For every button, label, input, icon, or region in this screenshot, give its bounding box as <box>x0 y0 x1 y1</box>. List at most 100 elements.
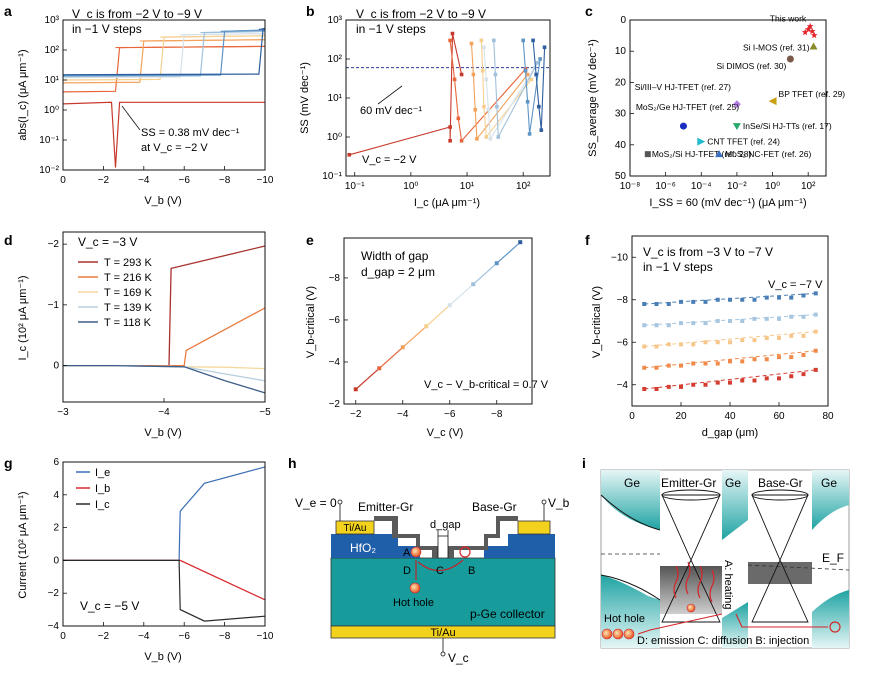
x-tick-label: −5 <box>259 407 271 418</box>
panel-f-xlabel: d_gap (μm) <box>702 427 758 439</box>
data-point <box>642 302 647 306</box>
x-tick-label: −10 <box>257 175 274 186</box>
data-point <box>715 150 724 158</box>
data-point <box>679 122 687 130</box>
panel-f-ylabel: V_b-critical (V) <box>591 286 603 358</box>
panel-c-ylabel: SS_average (mV dec⁻¹) <box>587 39 599 157</box>
carrier-path <box>415 559 464 580</box>
data-point <box>789 355 794 360</box>
data-point <box>456 116 461 121</box>
data-point <box>777 376 781 381</box>
data-point <box>469 41 474 46</box>
data-point <box>642 323 647 328</box>
data-point <box>447 303 452 308</box>
data-point <box>801 314 806 319</box>
data-point <box>488 136 493 141</box>
panel-d-xlabel: V_b (V) <box>144 427 181 439</box>
steps-label: D: emission C: diffusion B: injection <box>637 635 809 647</box>
x-tick-label: 10⁻⁸ <box>620 181 641 192</box>
data-point <box>752 316 757 321</box>
x-tick-label: 10² <box>516 181 531 192</box>
data-point <box>715 297 720 302</box>
ge-mid-lower <box>722 602 748 648</box>
x-tick-label: 60 <box>773 411 785 422</box>
y-tick-label: −4 <box>617 380 629 391</box>
data-point <box>448 38 452 43</box>
panel-a-yticks: 10⁻² 10⁻¹ 10⁰ 10¹ 10² 10³ <box>39 15 67 176</box>
data-point <box>523 68 528 73</box>
panel-f-note-1: V_c is from −3 V to −7 V <box>643 245 773 259</box>
x-tick-label: 10⁰ <box>403 181 418 192</box>
panel-b: b V_c is from −2 V to −9 V in −1 V steps… <box>299 3 551 209</box>
panel-f-xticks: 0 20 40 60 80 <box>629 402 834 422</box>
data-point <box>480 68 485 73</box>
panel-d-legend: T = 293 K T = 216 K T = 169 K T = 139 K T = … <box>78 257 152 329</box>
data-point <box>806 22 814 30</box>
y-tick-label: −2 <box>329 399 341 410</box>
panel-e-plot <box>353 240 523 392</box>
point-b-label: B <box>468 565 475 577</box>
point-label: Si I-MOS (ref. 31) <box>743 43 810 53</box>
x-tick-label: 10⁻¹ <box>345 181 365 192</box>
fermi-label: E_F <box>822 551 844 565</box>
data-point <box>728 380 732 385</box>
panel-d-ylabel: I_c (10² μA μm⁻¹) <box>17 275 29 360</box>
hot-hole-label-i: Hot hole <box>604 613 645 625</box>
y-tick-label: 2 <box>53 523 59 534</box>
data-point <box>654 323 659 328</box>
data-point <box>642 387 647 391</box>
x-tick-label: −4 <box>397 409 409 420</box>
reference-arrow <box>377 85 403 105</box>
series-line <box>62 29 266 77</box>
data-point <box>353 387 358 392</box>
data-point <box>728 319 732 323</box>
data-point <box>732 100 741 109</box>
fit-line <box>644 369 816 390</box>
data-point <box>752 357 757 362</box>
base-filled-states <box>748 562 812 584</box>
data-point <box>740 338 745 343</box>
series-line <box>62 35 266 81</box>
panel-b-xlabel: I_c (μA μm⁻¹) <box>414 197 480 209</box>
y-tick-label: 50 <box>615 171 627 182</box>
data-point <box>697 137 706 146</box>
y-tick-label: 20 <box>615 77 627 88</box>
panel-a-note-1: V_c is from −2 V to −9 V <box>72 7 202 21</box>
bottom-contact-label: Ti/Au <box>430 627 455 639</box>
legend-label: T = 139 K <box>104 302 152 314</box>
hfo2-label: HfO₂ <box>350 541 376 555</box>
data-point <box>801 293 806 298</box>
panel-g-frame <box>62 461 266 627</box>
point-label: CNT TFET (ref. 24) <box>707 137 780 147</box>
data-point <box>810 31 818 39</box>
data-point <box>644 151 651 158</box>
base-dirac-cone <box>751 494 809 623</box>
hot-hole-3 <box>623 628 635 640</box>
vc-terminal <box>440 651 446 657</box>
y-tick-label: 10² <box>328 54 343 65</box>
panel-letter: h <box>288 455 297 471</box>
panel-c: c This work Si I-MOS (ref. 31) Si DIMOS (r… <box>585 3 845 209</box>
data-point <box>813 312 818 317</box>
data-point <box>666 323 671 328</box>
x-tick-label: −3 <box>57 407 69 418</box>
y-tick-label: −6 <box>329 315 341 326</box>
data-point <box>471 282 476 287</box>
panel-a-xlabel: V_b (V) <box>144 195 181 207</box>
panel-b-ylabel: SS (mV dec⁻¹) <box>299 62 311 134</box>
panel-d-vc-label: V_c = −3 V <box>78 235 137 249</box>
panel-g-legend: I_e I_b I_c <box>76 467 110 511</box>
y-tick-label: −6 <box>617 337 629 348</box>
data-point <box>448 125 452 129</box>
series-line <box>63 559 266 622</box>
panel-letter: f <box>585 232 590 248</box>
point-label: Si DIMOS (ref. 30) <box>716 61 786 71</box>
data-point <box>715 319 720 323</box>
legend-label: I_c <box>95 499 110 511</box>
panel-f-note-2: in −1 V steps <box>643 260 713 274</box>
x-tick-label: 0 <box>60 175 66 186</box>
ge-left-upper <box>601 470 660 530</box>
point-a-label: A <box>403 547 411 559</box>
data-point <box>654 344 659 349</box>
panel-g-xlabel: V_b (V) <box>144 651 181 663</box>
